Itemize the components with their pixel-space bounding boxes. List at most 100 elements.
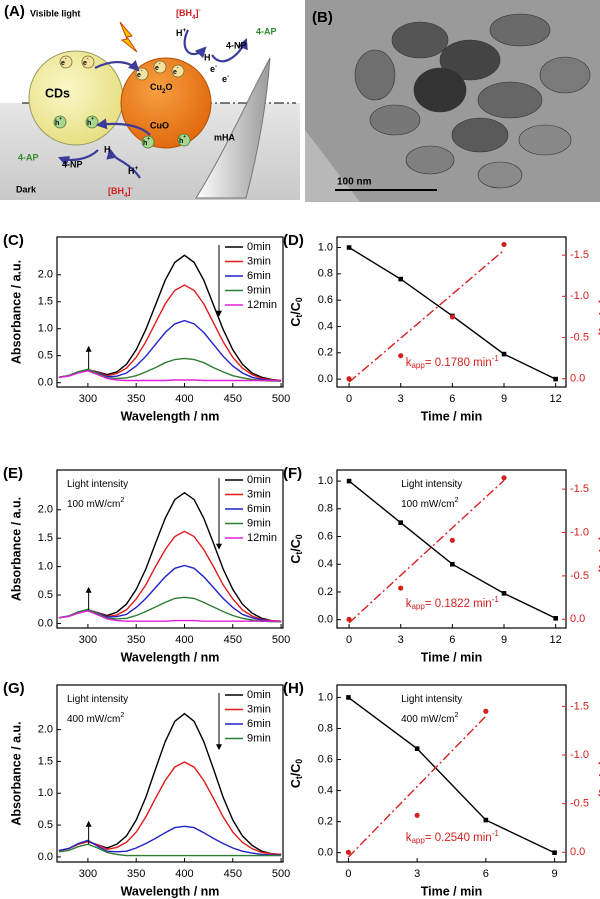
text-part: C xyxy=(289,779,303,788)
series-line xyxy=(347,696,555,854)
x-tick-label: 300 xyxy=(79,868,97,880)
point xyxy=(501,475,507,481)
text-part: 4 xyxy=(192,14,196,21)
legend-label: 6min xyxy=(247,718,271,730)
electron-dots xyxy=(59,55,185,81)
point xyxy=(346,616,352,622)
particles xyxy=(354,13,591,189)
series-line xyxy=(58,761,282,856)
light-label: Visible light xyxy=(30,8,80,18)
y-tick-label: 1.0 xyxy=(318,691,333,703)
y2-tick-label: -1.0 xyxy=(570,526,589,538)
x-axis-label: Time / min xyxy=(421,884,483,898)
series-line xyxy=(58,843,282,857)
point xyxy=(345,849,352,855)
h-label: H xyxy=(204,52,211,62)
x-tick-label: 450 xyxy=(224,634,242,646)
y2-tick-label: -1.5 xyxy=(570,249,589,261)
text-part: e xyxy=(210,64,215,74)
text-part: t xyxy=(294,776,304,779)
x-tick-label: 9 xyxy=(501,393,507,405)
h-label: H xyxy=(104,144,111,154)
hole-dots xyxy=(53,115,191,149)
note: Light intensity xyxy=(67,479,128,490)
x-tick-label: 350 xyxy=(127,868,145,880)
text-part: 400 mW/cm xyxy=(67,714,120,725)
text-part: e xyxy=(83,60,87,67)
y-tick-label: 0.0 xyxy=(318,847,333,859)
y2-tick-label: -1.0 xyxy=(570,290,589,302)
text-part: k xyxy=(406,357,412,369)
scale-bar-label: 100 nm xyxy=(337,177,372,188)
y2-tick-label: -1.0 xyxy=(570,749,589,761)
legend-label: 12min xyxy=(247,299,277,311)
point xyxy=(553,376,558,382)
electron-label: e- xyxy=(61,57,67,67)
mha-shape xyxy=(195,57,271,199)
point xyxy=(346,478,352,484)
text-part: 4 xyxy=(124,192,128,199)
x-tick-label: 400 xyxy=(175,868,193,880)
text-part: + xyxy=(59,117,62,122)
series-line xyxy=(58,370,282,382)
electron-label: e- xyxy=(83,57,89,67)
electron-label: e- xyxy=(137,69,143,79)
text-part: ) xyxy=(598,569,600,573)
point xyxy=(483,817,489,823)
plot-frame xyxy=(56,684,284,863)
legend-label: 0min xyxy=(247,689,271,701)
plot-frame xyxy=(56,236,284,388)
plot-frame xyxy=(336,684,567,863)
x-tick-label: 6 xyxy=(449,393,455,405)
text-part: -1 xyxy=(492,829,500,838)
point xyxy=(449,537,455,543)
text-part: C xyxy=(289,555,303,564)
note: 100 mW/cm2 xyxy=(67,497,124,510)
text-part: t xyxy=(597,549,600,552)
note: 400 mW/cm2 xyxy=(401,712,458,725)
cu2o-sphere xyxy=(120,57,212,149)
text-part: = 0.2540 min xyxy=(425,832,492,844)
y-tick-label: 0.2 xyxy=(318,586,333,598)
text-part: - xyxy=(65,57,67,62)
series-line xyxy=(58,610,282,622)
y2-tick-label: 0.0 xyxy=(570,613,585,625)
text-part: - xyxy=(199,7,201,14)
note: 400 mW/cm2 xyxy=(67,712,124,725)
y-tick-label: 1.0 xyxy=(318,475,333,487)
panel-label: (D) xyxy=(283,232,304,249)
y-tick-label: 0.6 xyxy=(318,753,333,765)
legend-label: 9min xyxy=(247,284,271,296)
text-part: t xyxy=(294,552,304,555)
x-axis-label: Wavelength / nm xyxy=(121,650,220,664)
x-axis-label: Wavelength / nm xyxy=(121,884,220,898)
text-part: [BH xyxy=(176,8,192,18)
y-tick-label: 1.0 xyxy=(38,323,53,335)
y2-axis-label: ln(Ct/C0) xyxy=(597,749,600,798)
y2-tick-label: -0.5 xyxy=(570,331,589,343)
point xyxy=(553,615,558,621)
fit-line xyxy=(348,479,505,624)
text-part: H xyxy=(128,166,135,176)
point xyxy=(449,314,455,320)
text-part: -1 xyxy=(492,595,500,604)
y-tick-label: 0.4 xyxy=(318,784,333,796)
y-tick-label: 0.5 xyxy=(38,589,53,601)
legend-label: 9min xyxy=(247,732,271,744)
x-tick-label: 3 xyxy=(398,634,404,646)
panel-label: (E) xyxy=(3,465,23,482)
y-tick-label: 0.0 xyxy=(38,377,53,389)
text-part: t xyxy=(597,312,600,315)
y-axis-label: Ct/C0 xyxy=(289,297,304,326)
point xyxy=(501,591,507,596)
y2-tick-label: -1.5 xyxy=(570,483,589,495)
y-tick-label: 0.5 xyxy=(38,350,53,362)
legend-label: 0min xyxy=(247,241,271,253)
hole-label: h+ xyxy=(143,137,150,147)
np-label: 4-NP xyxy=(62,159,83,169)
text-part: Light intensity xyxy=(401,694,462,705)
text-part: h xyxy=(143,140,147,147)
x-tick-label: 500 xyxy=(272,393,290,405)
text-part: ] xyxy=(196,8,199,18)
